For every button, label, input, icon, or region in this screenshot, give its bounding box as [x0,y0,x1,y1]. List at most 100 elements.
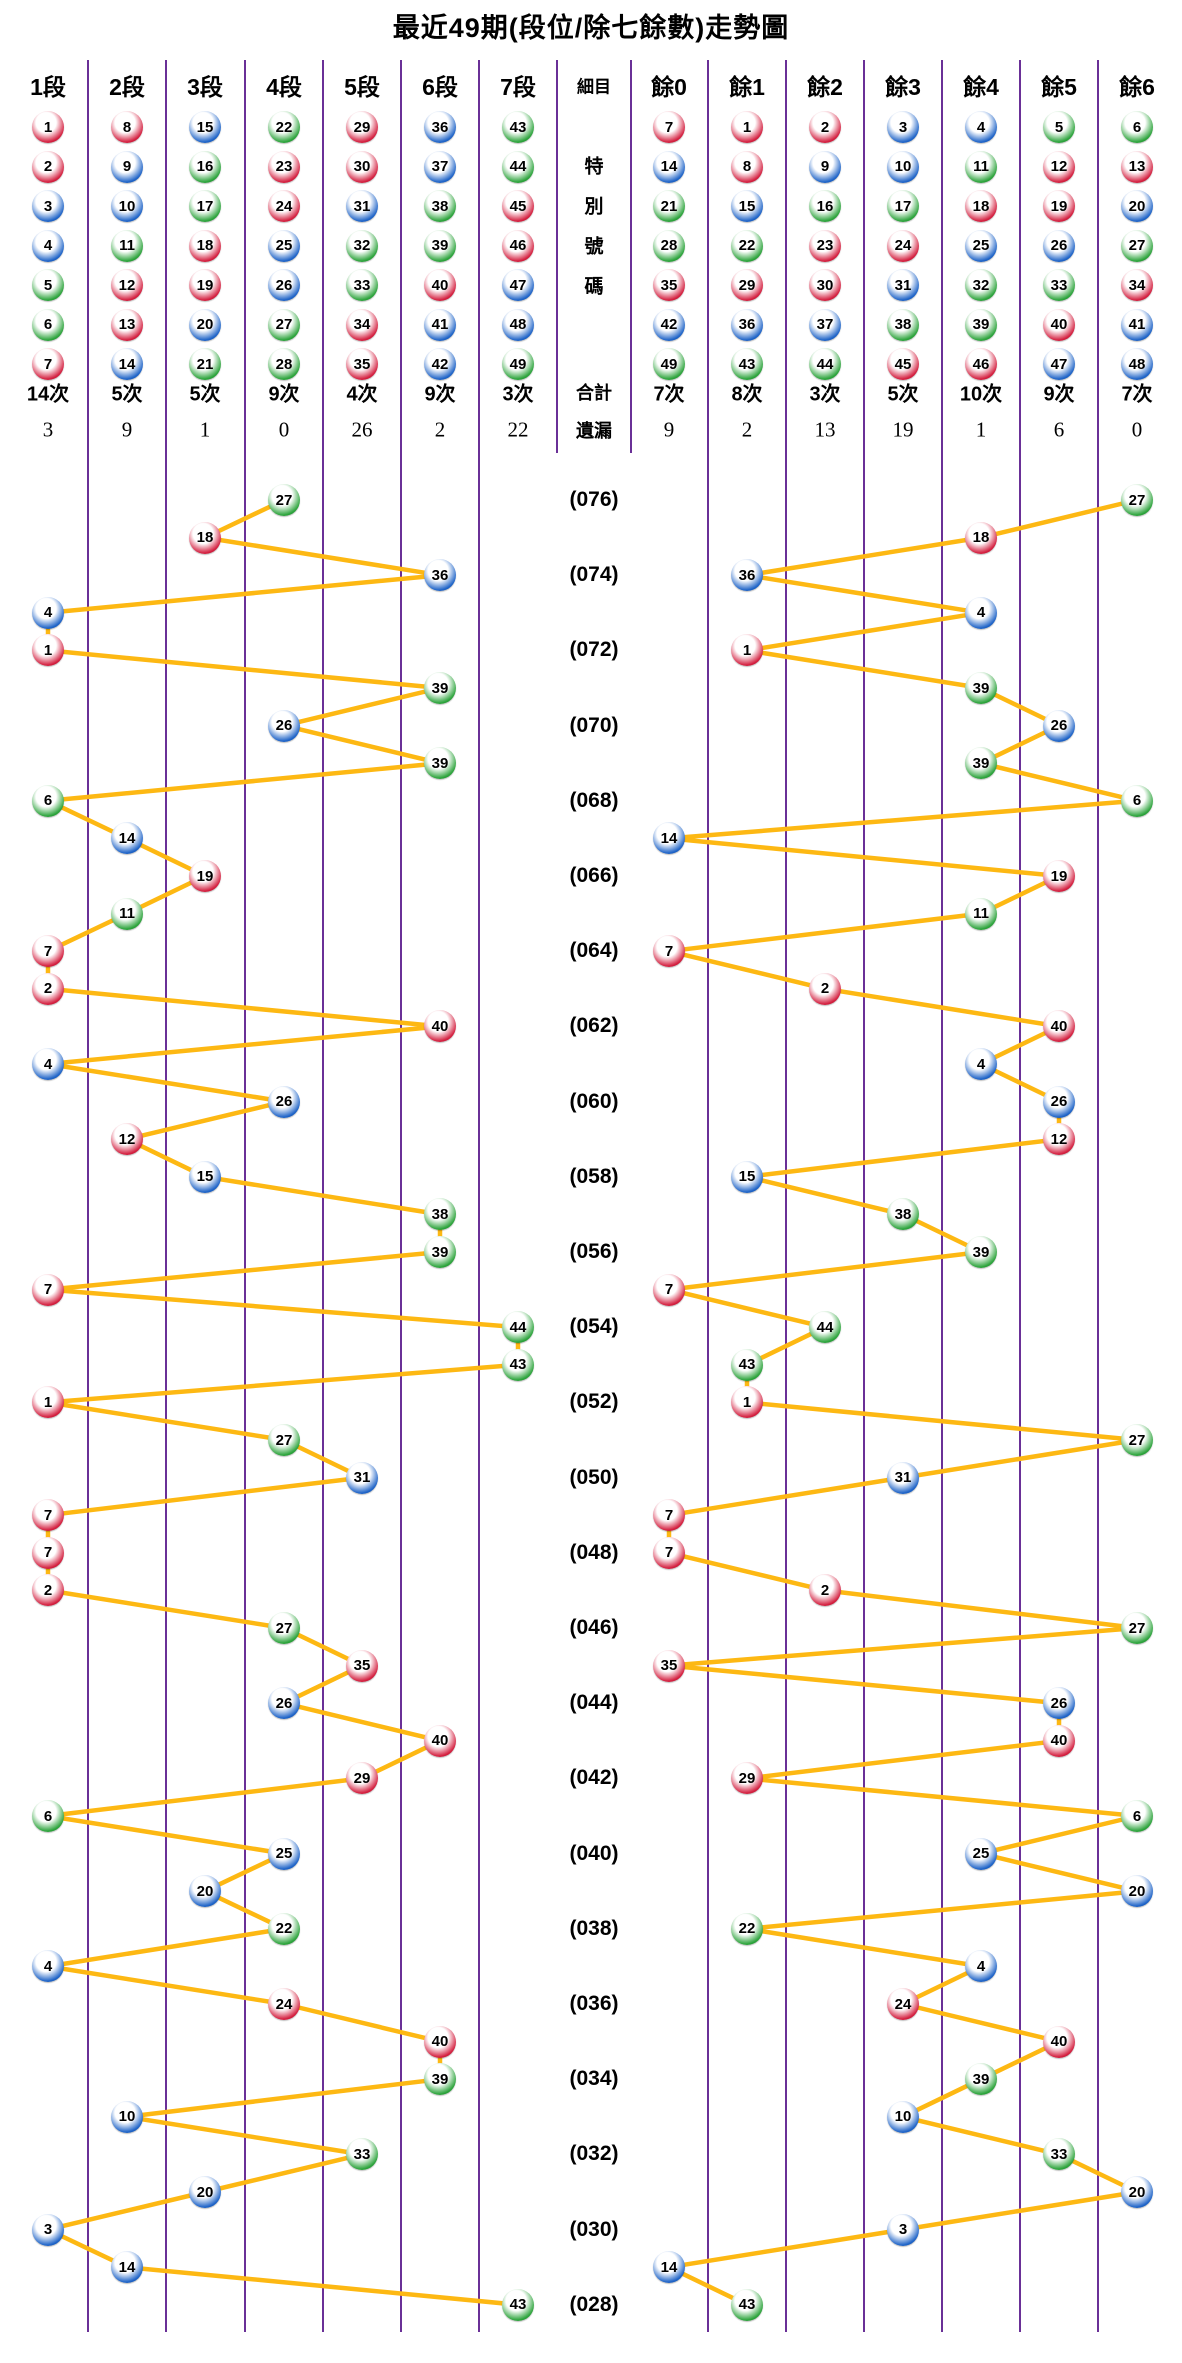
ball-number: 38 [431,1205,449,1223]
period-label: (040) [569,1841,619,1865]
ball-29: 29 [731,1762,763,1795]
ball-number: 39 [431,2070,449,2088]
header-remainder-0: 餘0 [651,74,687,100]
ball-number: 26 [1050,1093,1068,1111]
ball-26: 26 [1043,1085,1075,1118]
header-remainder-5: 餘5 [1041,74,1077,100]
ball-5: 5 [1043,111,1075,143]
ball-number: 31 [894,276,912,294]
ball-number: 39 [972,2070,990,2088]
ball-number: 9 [820,158,830,175]
ball-number: 15 [738,197,756,215]
ball-number: 12 [118,276,136,294]
page-title: 最近49期(段位/除七餘數)走勢圖 [392,13,790,43]
ball-13: 13 [111,308,143,341]
ball-number: 30 [816,276,834,294]
ball-21: 21 [189,348,221,380]
ball-21: 21 [653,190,685,222]
period-label: (058) [569,1164,619,1188]
ball-19: 19 [189,860,221,892]
ball-12: 12 [111,269,143,301]
ball-number: 31 [353,197,371,215]
ball-26: 26 [268,1687,300,1720]
ball-number: 22 [738,1920,756,1938]
ball-18: 18 [965,521,997,554]
ball-number: 5 [43,276,53,294]
ball-11: 11 [111,897,143,930]
ball-1: 1 [731,1386,763,1419]
totals-remainder-4: 10次 [959,383,1003,406]
ball-number: 4 [976,604,986,622]
ball-32: 32 [965,269,997,301]
ball-49: 49 [653,348,685,380]
ball-number: 43 [738,355,756,373]
ball-30: 30 [346,150,378,183]
ball-36: 36 [424,111,456,143]
period-label: (028) [569,2292,619,2316]
ball-number: 37 [431,158,449,175]
ball-number: 44 [509,1318,527,1336]
ball-6: 6 [32,1800,64,1832]
header-segment-6: 6段 [422,74,458,100]
ball-36: 36 [424,559,456,592]
ball-39: 39 [424,2063,456,2096]
ball-15: 15 [189,1160,221,1193]
ball-number: 31 [353,1469,371,1487]
ball-34: 34 [1121,269,1153,301]
ball-number: 24 [275,197,293,215]
ball-number: 26 [1050,237,1068,254]
ball-43: 43 [731,1348,763,1381]
ball-9: 9 [111,150,143,183]
period-label: (054) [569,1315,619,1339]
ball-12: 12 [1043,150,1075,183]
ball-14: 14 [653,2251,685,2284]
ball-number: 39 [972,316,990,333]
ball-number: 35 [660,276,678,294]
ball-number: 7 [43,1544,53,1562]
ball-number: 27 [275,1619,293,1637]
ball-number: 7 [664,1544,674,1562]
ball-45: 45 [502,190,534,222]
ball-17: 17 [189,190,221,222]
ball-number: 6 [1132,792,1142,810]
ball-number: 27 [1128,1619,1146,1637]
misses-segment-4: 0 [278,417,290,442]
period-label: (038) [569,1916,619,1940]
totals-segment-7: 3次 [502,383,534,406]
ball-43: 43 [731,348,763,380]
ball-27: 27 [1121,229,1153,262]
ball-number: 10 [118,197,136,215]
ball-22: 22 [268,111,300,143]
ball-28: 28 [653,229,685,262]
ball-5: 5 [32,269,64,301]
totals-remainder-3: 5次 [887,383,919,406]
ball-number: 4 [43,237,53,254]
ball-31: 31 [887,1461,919,1494]
ball-43: 43 [502,2288,534,2321]
ball-16: 16 [809,190,841,222]
ball-3: 3 [32,190,64,222]
ball-number: 7 [664,1281,674,1299]
ball-18: 18 [189,229,221,262]
ball-number: 44 [509,158,527,175]
header-segment-1: 1段 [30,74,66,100]
ball-33: 33 [1043,269,1075,301]
ball-20: 20 [1121,1875,1153,1908]
totals-segment-1: 14次 [26,383,70,406]
ball-8: 8 [111,111,143,143]
ball-23: 23 [809,229,841,262]
ball-number: 14 [660,829,678,847]
totals-remainder-6: 7次 [1121,383,1153,406]
ball-number: 7 [664,942,674,960]
ball-number: 26 [1050,717,1068,735]
ball-number: 29 [738,276,756,294]
ball-26: 26 [1043,709,1075,742]
ball-7: 7 [653,1499,685,1532]
ball-9: 9 [809,150,841,183]
ball-22: 22 [731,1912,763,1945]
ball-46: 46 [965,348,997,380]
ball-19: 19 [189,269,221,301]
ball-32: 32 [346,229,378,262]
ball-47: 47 [1043,348,1075,380]
ball-6: 6 [32,784,64,817]
